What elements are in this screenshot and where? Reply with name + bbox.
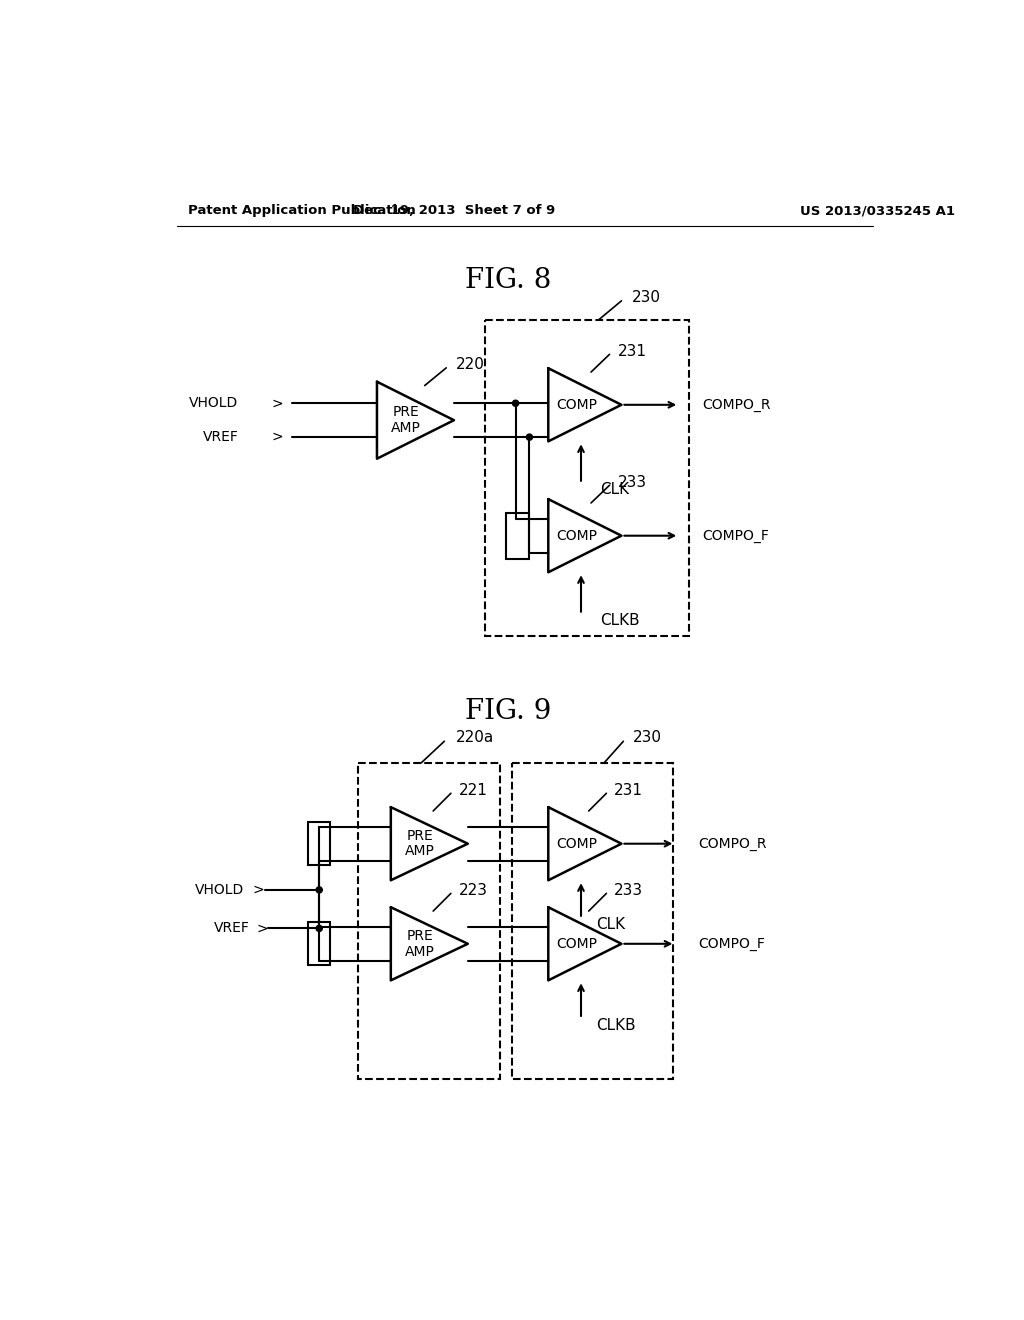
Text: COMP: COMP: [557, 837, 598, 850]
Text: CLKB: CLKB: [600, 614, 640, 628]
Text: VREF: VREF: [203, 430, 239, 444]
Text: VHOLD: VHOLD: [196, 883, 245, 896]
Text: AMP: AMP: [406, 945, 435, 958]
Text: >: >: [271, 430, 283, 444]
Text: Dec. 19, 2013  Sheet 7 of 9: Dec. 19, 2013 Sheet 7 of 9: [353, 205, 555, 218]
Text: CLKB: CLKB: [596, 1018, 636, 1032]
Text: FIG. 9: FIG. 9: [465, 698, 551, 725]
Text: 231: 231: [617, 343, 647, 359]
Text: COMP: COMP: [557, 529, 598, 543]
Text: AMP: AMP: [406, 845, 435, 858]
Text: 233: 233: [617, 475, 647, 490]
Text: CLK: CLK: [600, 482, 630, 498]
Bar: [484, 321, 689, 636]
Bar: [512, 763, 674, 1078]
Text: CLK: CLK: [596, 917, 626, 932]
Text: Patent Application Publication: Patent Application Publication: [188, 205, 416, 218]
Bar: [308, 822, 330, 866]
Text: PRE: PRE: [393, 405, 420, 420]
Text: COMPO_F: COMPO_F: [698, 937, 765, 950]
Text: COMPO_R: COMPO_R: [702, 397, 771, 412]
Text: >: >: [256, 921, 267, 936]
Text: 220a: 220a: [456, 730, 495, 744]
Bar: [506, 512, 529, 558]
Circle shape: [512, 400, 518, 407]
Text: >: >: [252, 883, 264, 896]
Circle shape: [316, 887, 323, 892]
Text: 231: 231: [614, 783, 643, 797]
Text: COMP: COMP: [557, 397, 598, 412]
Text: PRE: PRE: [407, 829, 433, 843]
Text: COMPO_F: COMPO_F: [702, 529, 769, 543]
Text: 230: 230: [632, 289, 660, 305]
Text: 233: 233: [614, 883, 643, 898]
Text: VREF: VREF: [214, 921, 250, 936]
Circle shape: [316, 925, 323, 932]
Text: 221: 221: [459, 783, 487, 797]
Text: US 2013/0335245 A1: US 2013/0335245 A1: [801, 205, 955, 218]
Text: >: >: [271, 396, 283, 411]
Bar: [308, 923, 330, 965]
Text: 230: 230: [633, 730, 662, 744]
Text: 220: 220: [456, 358, 484, 372]
Bar: [357, 763, 500, 1078]
Text: AMP: AMP: [391, 421, 421, 434]
Text: FIG. 8: FIG. 8: [465, 267, 551, 293]
Text: PRE: PRE: [407, 929, 433, 942]
Circle shape: [526, 434, 532, 441]
Text: COMPO_R: COMPO_R: [698, 837, 767, 850]
Text: VHOLD: VHOLD: [189, 396, 239, 411]
Text: COMP: COMP: [557, 937, 598, 950]
Text: 223: 223: [459, 883, 487, 898]
